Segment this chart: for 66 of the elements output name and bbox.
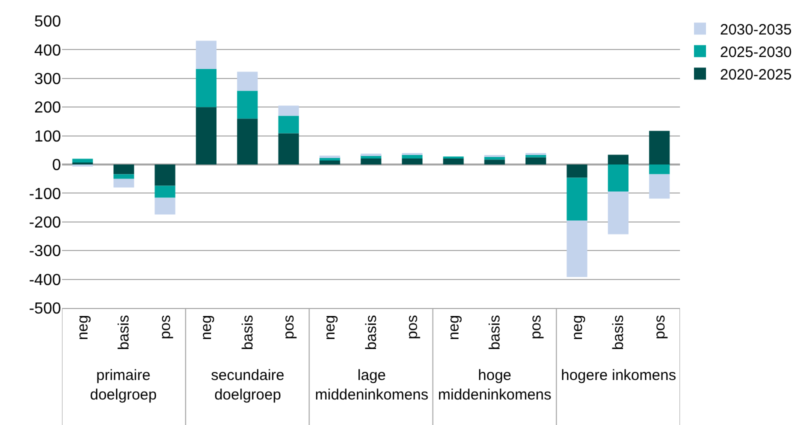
x-tick-label: neg	[445, 315, 462, 340]
bar	[278, 106, 299, 116]
legend-label: 2025-2030	[720, 44, 792, 61]
bar	[196, 107, 216, 164]
bar	[484, 160, 505, 164]
bar	[114, 174, 134, 179]
text: primaire doelgroep	[90, 367, 157, 404]
y-tick-label: 0	[52, 157, 62, 174]
y-tick-label: -400	[28, 272, 62, 289]
x-tick-label: pos	[404, 315, 422, 340]
text: hoge middeninkomens	[438, 367, 552, 404]
text: secundaire doelgroep	[211, 367, 284, 404]
y-tick-label: 200	[34, 100, 62, 117]
legend-label: 2030-2035	[720, 21, 792, 38]
text: lage middeninkomens	[315, 367, 428, 404]
bar	[114, 178, 134, 188]
x-tick-label: basis	[486, 315, 504, 350]
bar	[608, 164, 628, 192]
text: hogere inkomens	[561, 367, 676, 384]
bar	[237, 72, 258, 91]
bar	[526, 157, 546, 164]
bar	[608, 154, 628, 164]
bar	[649, 174, 670, 199]
x-tick-label: neg	[568, 315, 586, 340]
x-tick-label: neg	[198, 315, 216, 340]
bar	[649, 164, 670, 174]
bar	[566, 164, 588, 178]
bar	[566, 220, 588, 277]
x-tick-label: basis	[239, 315, 256, 350]
x-tick-label: basis	[362, 315, 380, 350]
x-tick-label: pos	[528, 315, 545, 340]
bar	[72, 158, 93, 162]
y-tick-label: 500	[34, 14, 62, 31]
bar	[196, 40, 216, 69]
x-tick-label: basis	[116, 315, 133, 350]
bar	[154, 164, 176, 186]
bar	[566, 178, 588, 220]
bar	[526, 154, 546, 158]
y-tick-label: -200	[28, 214, 62, 232]
bar	[278, 133, 299, 164]
bar	[278, 116, 299, 134]
y-tick-label: -300	[28, 243, 62, 260]
x-tick-label: neg	[322, 315, 339, 340]
bar	[608, 191, 628, 234]
y-tick-label: 100	[34, 128, 62, 146]
x-tick-label: pos	[280, 315, 298, 340]
bar	[154, 198, 176, 214]
x-tick-label: pos	[651, 315, 668, 340]
bar	[320, 160, 340, 164]
bar	[196, 68, 216, 108]
y-tick-label: 300	[34, 71, 62, 88]
y-tick-label: -100	[28, 186, 62, 203]
legend-label: 2020-2025	[720, 66, 792, 84]
bar	[114, 164, 134, 174]
bar	[237, 90, 258, 119]
y-tick-label: 400	[34, 42, 62, 60]
bar	[443, 158, 464, 164]
bar	[360, 158, 382, 164]
y-tick-label: -500	[28, 300, 62, 318]
bar	[649, 130, 670, 164]
x-tick-label: neg	[74, 315, 92, 340]
bar	[154, 186, 176, 198]
bar	[237, 118, 258, 164]
x-tick-label: pos	[156, 315, 174, 340]
bar	[402, 158, 422, 164]
x-tick-label: basis	[610, 315, 628, 350]
